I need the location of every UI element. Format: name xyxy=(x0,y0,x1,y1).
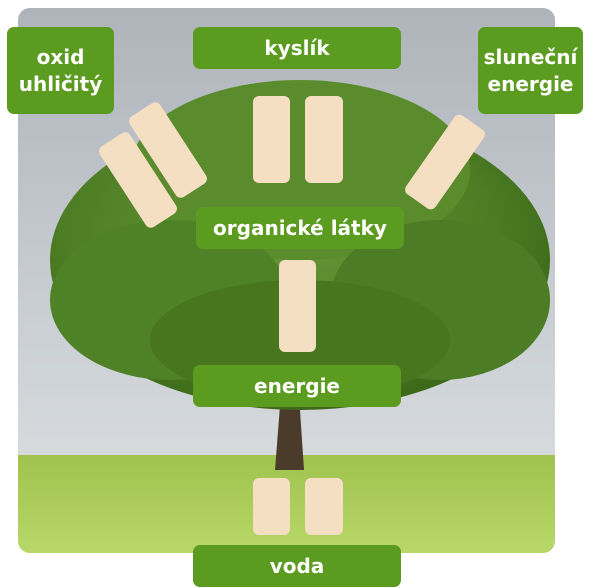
page: oxid uhličitý kyslík sluneční energie or… xyxy=(0,0,590,588)
drop-slot[interactable] xyxy=(253,96,290,183)
label: oxid uhličitý xyxy=(7,27,114,114)
drop-slot[interactable] xyxy=(279,260,316,352)
label: organické látky xyxy=(196,207,404,249)
label: energie xyxy=(193,365,401,407)
drop-slot[interactable] xyxy=(305,478,343,535)
drop-slot[interactable] xyxy=(305,96,343,183)
drop-slot[interactable] xyxy=(253,478,290,535)
label: kyslík xyxy=(193,27,401,69)
label: sluneční energie xyxy=(478,27,583,114)
label: voda xyxy=(193,545,401,587)
